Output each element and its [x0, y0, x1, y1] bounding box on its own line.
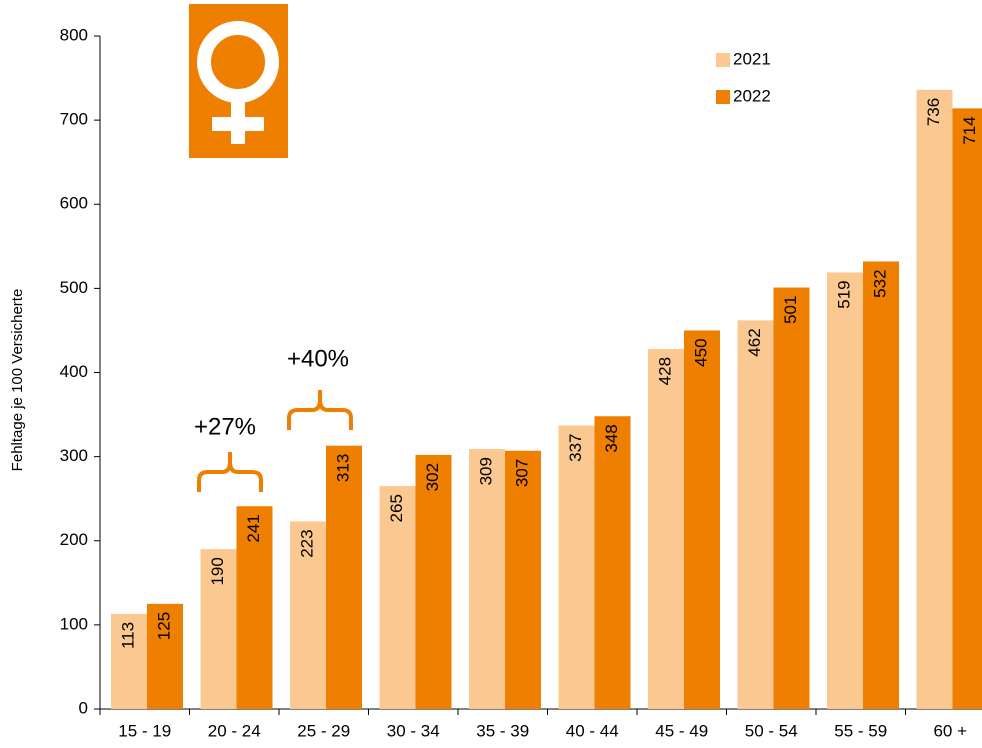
bar: [952, 108, 982, 709]
value-label: 302: [423, 463, 442, 491]
value-label: 519: [834, 280, 853, 308]
x-tick-label: 25 - 29: [297, 721, 350, 740]
x-tick-label: 30 - 34: [387, 721, 440, 740]
value-label: 125: [154, 612, 173, 640]
bar: [111, 613, 147, 709]
x-tick-label: 50 - 54: [745, 721, 798, 740]
x-tick-label: 40 - 44: [566, 721, 619, 740]
x-tick-label: 55 - 59: [834, 721, 887, 740]
bar: [827, 272, 863, 709]
bar: [684, 330, 720, 709]
x-tick-label: 45 - 49: [655, 721, 708, 740]
legend-label: 2021: [733, 49, 771, 68]
x-tick-label: 15 - 19: [118, 721, 171, 740]
bar: [648, 348, 684, 709]
legend-swatch: [716, 90, 730, 104]
value-label: 190: [208, 557, 227, 585]
bar: [594, 416, 631, 709]
bar: [379, 486, 416, 709]
value-label: 462: [745, 328, 764, 356]
value-label: 714: [960, 116, 979, 144]
y-tick-label: 800: [60, 25, 88, 44]
y-tick-label: 200: [60, 530, 88, 549]
legend-label: 2022: [733, 86, 771, 105]
bar: [558, 425, 595, 709]
value-label: 348: [602, 424, 621, 452]
legend-swatch: [716, 53, 730, 67]
bar: [290, 521, 326, 709]
value-label: 532: [870, 269, 889, 297]
value-label: 501: [781, 296, 800, 324]
brackets: [197, 390, 353, 492]
value-label: 736: [924, 98, 943, 126]
y-tick-label: 700: [60, 110, 88, 129]
y-tick-label: 600: [60, 194, 88, 213]
x-tick-label: 35 - 39: [476, 721, 529, 740]
value-label: 113: [118, 622, 137, 649]
y-tick-label: 0: [79, 698, 88, 717]
bar: [863, 261, 899, 709]
value-label: 223: [297, 529, 316, 557]
bar: [469, 449, 505, 709]
bar: [916, 89, 953, 710]
y-tick-label: 100: [60, 614, 88, 633]
bar: [200, 549, 237, 709]
female-icon: [189, 4, 288, 158]
value-label: 307: [512, 459, 531, 487]
bar: [415, 454, 452, 709]
bar: [326, 445, 362, 709]
value-label: 265: [387, 494, 406, 522]
bar: [236, 506, 273, 709]
value-label: 428: [655, 357, 674, 385]
x-tick-label: 60 +: [933, 721, 967, 740]
bar: [773, 287, 810, 709]
value-label: 450: [691, 338, 710, 366]
y-tick-label: 400: [60, 362, 88, 381]
value-label: 309: [476, 457, 495, 485]
value-label: 337: [566, 433, 585, 461]
x-tick-label: 20 - 24: [208, 721, 261, 740]
y-tick-label: 300: [60, 446, 88, 465]
bar: [147, 603, 183, 709]
y-tick-label: 500: [60, 278, 88, 297]
annotation: +40%: [287, 345, 349, 372]
value-label: 241: [244, 514, 263, 542]
value-label: 313: [333, 454, 352, 482]
bar: [505, 450, 541, 709]
y-axis-label: Fehltage je 100 Versicherte: [9, 289, 26, 472]
annotation: +27%: [194, 413, 256, 440]
bar: [737, 320, 774, 709]
